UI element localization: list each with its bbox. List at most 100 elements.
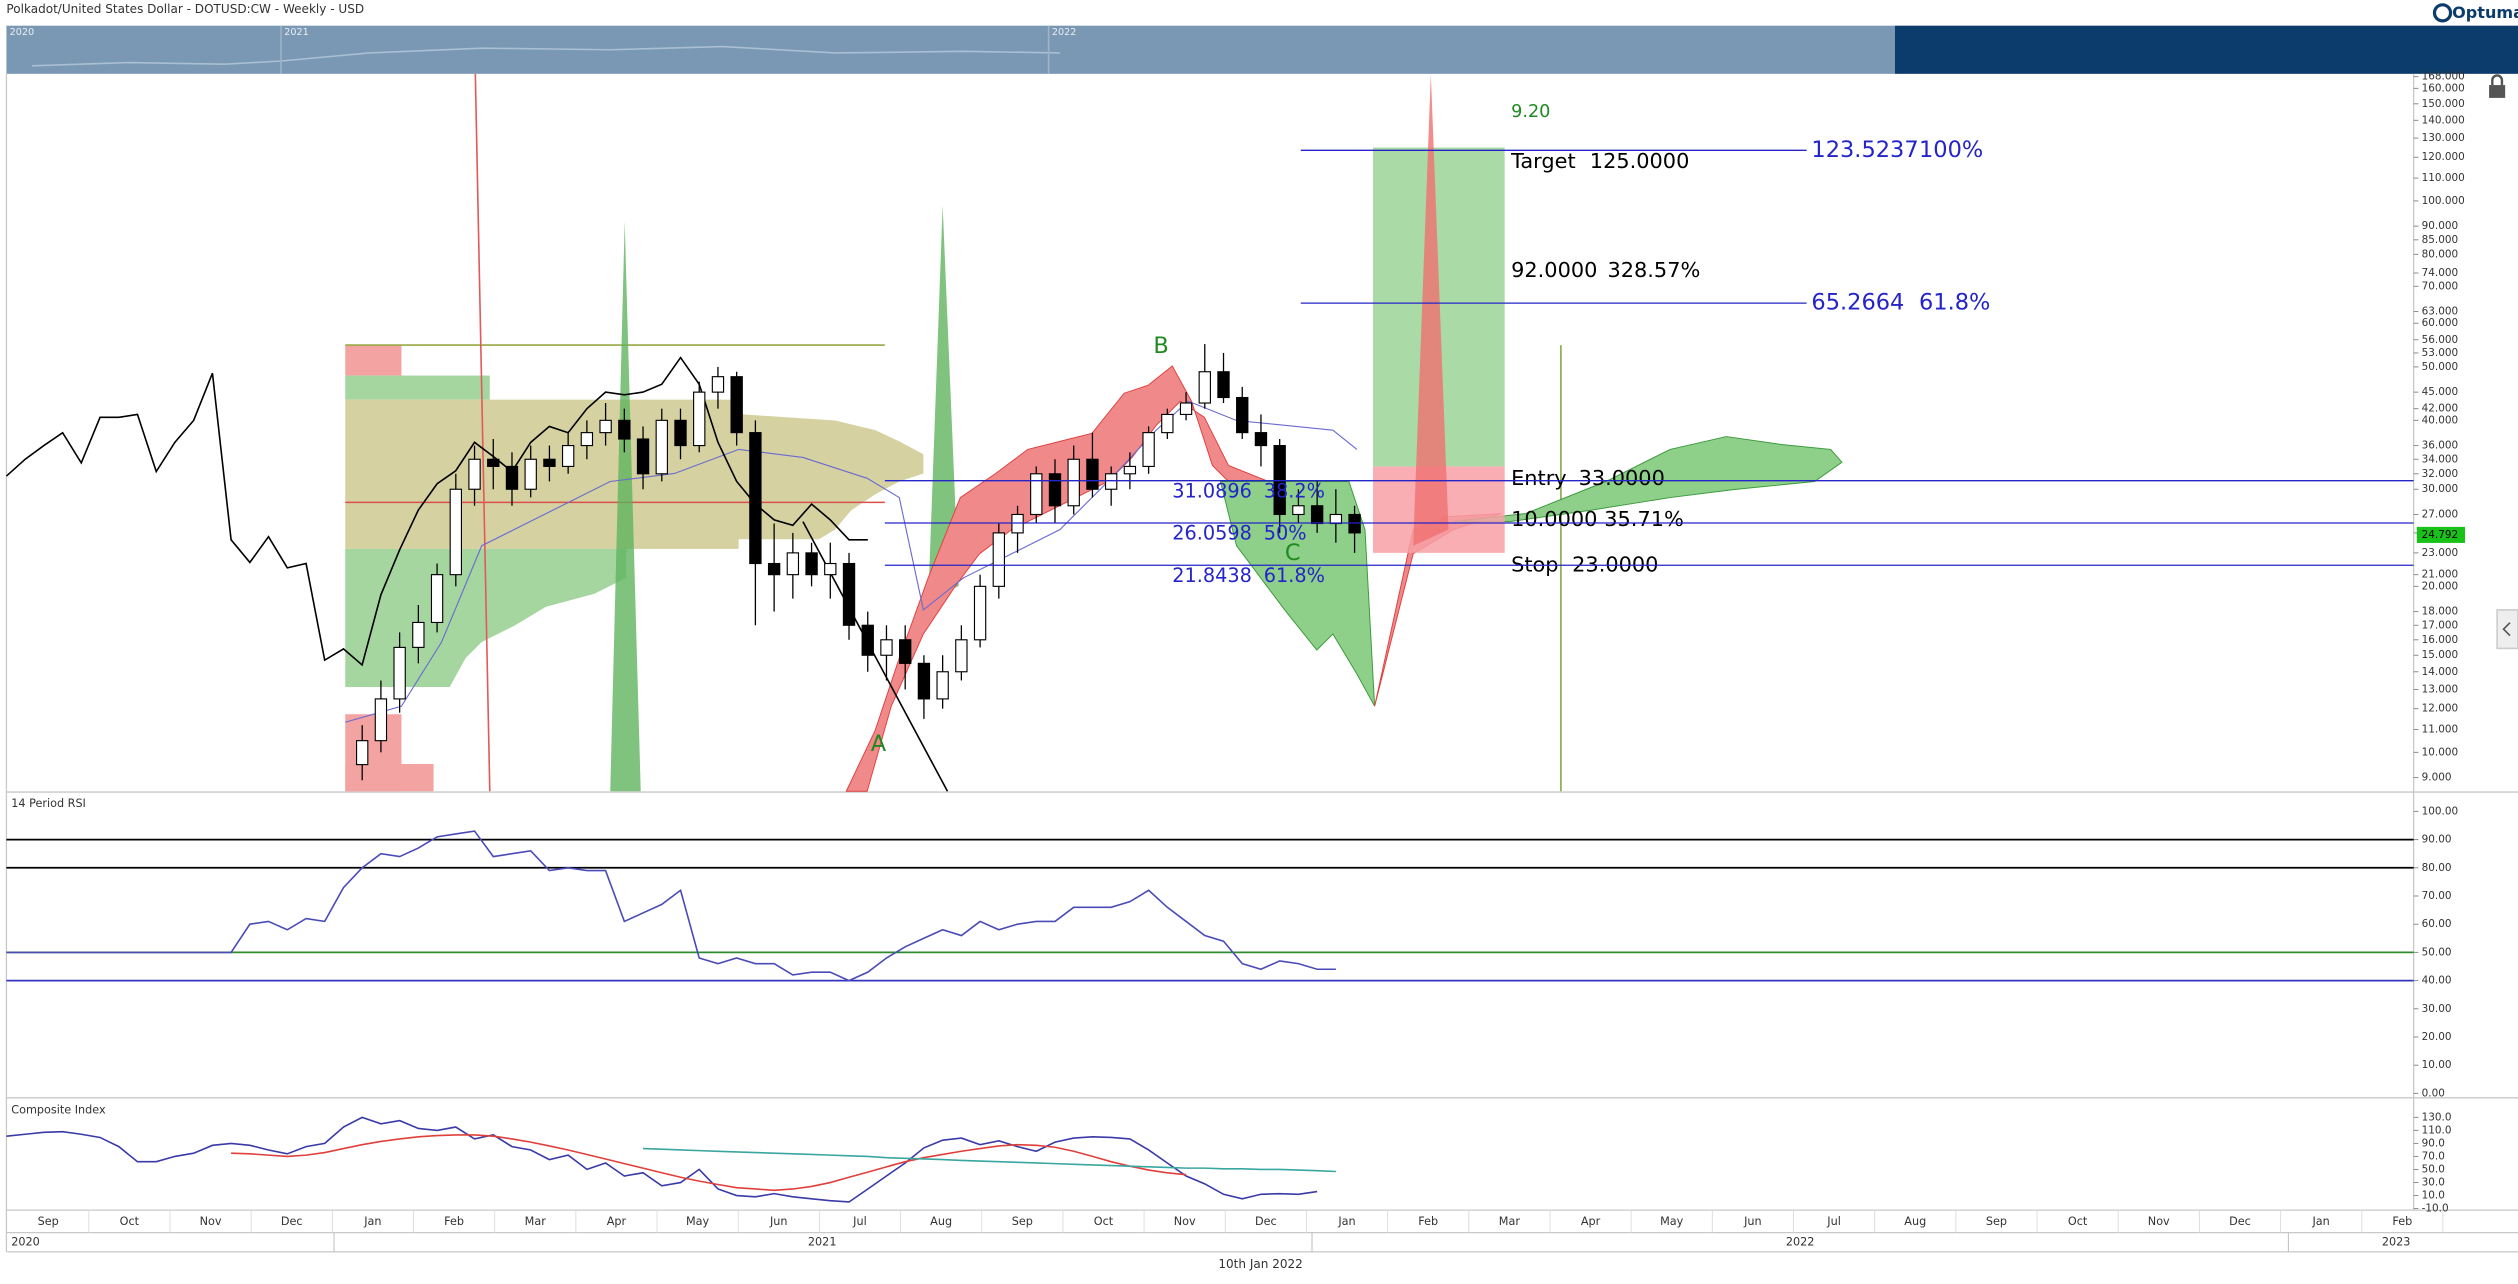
trade-label: 328.57% bbox=[1607, 258, 1700, 282]
month-label: Sep bbox=[1012, 1215, 1033, 1228]
fib-value: 31.0896 bbox=[1172, 479, 1252, 502]
y-tick-label: 10.00 bbox=[2422, 1059, 2452, 1071]
y-tick-label: 9.000 bbox=[2422, 772, 2452, 784]
series-line bbox=[6, 1116, 1318, 1203]
month-label: Jan bbox=[2311, 1215, 2329, 1228]
overlays bbox=[345, 73, 1843, 792]
month-label: Oct bbox=[120, 1215, 140, 1228]
volume-profile bbox=[345, 399, 924, 549]
candle-body bbox=[861, 624, 874, 656]
candle-body bbox=[561, 445, 575, 467]
y-tick-label: 16.000 bbox=[2422, 634, 2458, 646]
y-tick-label: 36.000 bbox=[2422, 440, 2458, 452]
y-tick-label: 50.000 bbox=[2422, 361, 2458, 373]
month-label: Feb bbox=[444, 1215, 464, 1228]
side-toggle-button[interactable] bbox=[2496, 609, 2518, 650]
baseline bbox=[345, 400, 1358, 723]
y-tick-label: 160.000 bbox=[2422, 82, 2465, 94]
candle-body bbox=[487, 458, 500, 467]
brand-name: Optuma bbox=[2452, 3, 2518, 22]
y-tick-label: 50.00 bbox=[2422, 946, 2452, 958]
y-tick-label: 74.000 bbox=[2422, 267, 2458, 279]
candle-body bbox=[1329, 513, 1343, 525]
side-toggle[interactable] bbox=[2496, 609, 2518, 650]
trade-label: Target bbox=[1510, 149, 1576, 173]
y-tick-label: 90.00 bbox=[2422, 834, 2452, 846]
candle-body bbox=[1030, 473, 1043, 516]
candle-body bbox=[749, 432, 762, 565]
year-label: 2021 bbox=[808, 1235, 837, 1248]
month-label: Oct bbox=[1094, 1215, 1114, 1228]
trade-label: 35.71% bbox=[1604, 507, 1684, 531]
y-tick-label: 130.0 bbox=[2422, 1111, 2452, 1123]
candle-body bbox=[636, 438, 650, 475]
fib-percent: 38.2% bbox=[1264, 479, 1325, 502]
y-tick-label: 150.000 bbox=[2422, 98, 2465, 110]
candle-body bbox=[356, 740, 369, 766]
y-tick-label: 12.000 bbox=[2422, 703, 2458, 715]
series-line bbox=[5, 356, 868, 667]
month-label: May bbox=[686, 1215, 710, 1228]
candle-body bbox=[693, 391, 706, 447]
month-label: Jul bbox=[852, 1215, 867, 1228]
candle-body bbox=[1348, 513, 1361, 534]
candle-body bbox=[973, 585, 987, 641]
y-tick-label: 80.000 bbox=[2422, 248, 2458, 260]
fib-value: 26.0598 bbox=[1172, 522, 1252, 545]
candle-body bbox=[543, 458, 556, 467]
fib-value: 65.2664 bbox=[1811, 290, 1904, 316]
candle-body bbox=[936, 671, 949, 700]
candle-body bbox=[1236, 396, 1249, 434]
candle-body bbox=[1011, 513, 1024, 534]
candle-body bbox=[917, 662, 931, 700]
fib-percent: 61.8% bbox=[1264, 564, 1325, 587]
y-tick-label: 140.000 bbox=[2422, 114, 2465, 126]
navigator[interactable]: 2020 2021 2022 bbox=[6, 25, 2518, 74]
series-line bbox=[642, 1147, 1336, 1173]
wave-label: A bbox=[871, 731, 887, 757]
month-label: Dec bbox=[2229, 1215, 2251, 1228]
candle-body bbox=[1161, 413, 1174, 434]
candle-body bbox=[655, 419, 668, 475]
navigator-window[interactable] bbox=[6, 25, 1895, 74]
y-tick-label: 27.000 bbox=[2422, 508, 2458, 520]
volume-profile bbox=[345, 345, 402, 376]
y-tick-label: 30.00 bbox=[2422, 1003, 2452, 1015]
candle-body bbox=[786, 552, 800, 576]
month-label: Dec bbox=[281, 1215, 303, 1228]
lock-icon[interactable] bbox=[2489, 74, 2506, 98]
lock-shackle bbox=[2491, 74, 2504, 86]
month-label: Jan bbox=[1337, 1215, 1355, 1228]
navigator-rest[interactable] bbox=[1894, 25, 2518, 74]
candle-body bbox=[599, 419, 612, 434]
fib-value: 123.5237 bbox=[1811, 137, 1918, 163]
y-tick-label: 90.000 bbox=[2422, 220, 2458, 232]
wave-label: B bbox=[1153, 333, 1168, 359]
candle-body bbox=[1104, 473, 1118, 490]
candle-body bbox=[842, 562, 856, 626]
fib-value: 21.8438 bbox=[1172, 564, 1252, 587]
y-tick-label: 30.0 bbox=[2422, 1176, 2445, 1188]
candle-body bbox=[1048, 473, 1062, 507]
month-label: Sep bbox=[38, 1215, 59, 1228]
month-label: Sep bbox=[1986, 1215, 2007, 1228]
y-tick-label: 20.00 bbox=[2422, 1031, 2452, 1043]
y-tick-label: 100.00 bbox=[2422, 805, 2458, 817]
y-tick-label: -10.0 bbox=[2422, 1203, 2449, 1215]
trade-label: 33.0000 bbox=[1579, 466, 1665, 490]
month-label: Aug bbox=[1904, 1215, 1926, 1228]
frame bbox=[5, 73, 2518, 1253]
y-tick-label: 34.000 bbox=[2422, 453, 2458, 465]
y-tick-label: 23.000 bbox=[2422, 547, 2458, 559]
brand-logo bbox=[2432, 3, 2453, 23]
candle-body bbox=[393, 646, 406, 700]
month-label: Jul bbox=[1826, 1215, 1841, 1228]
y-tick-label: 45.000 bbox=[2422, 386, 2458, 398]
cursor-date: 10th Jan 2022 bbox=[1218, 1257, 1302, 1271]
month-label: Jun bbox=[769, 1215, 788, 1228]
y-tick-label: 110.000 bbox=[2422, 172, 2465, 184]
candle-body bbox=[505, 465, 519, 490]
lock-body[interactable] bbox=[2489, 85, 2506, 98]
